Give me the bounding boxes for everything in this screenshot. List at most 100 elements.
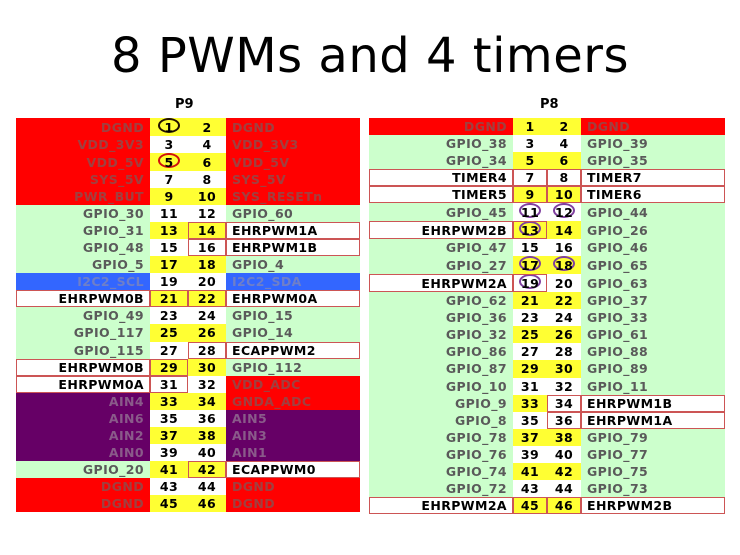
pin-number-odd: 13: [513, 221, 547, 240]
pin-signal-right: EHRPWM1A: [226, 222, 360, 240]
pin-signal-right: GPIO_73: [581, 479, 725, 497]
pin-number: 37: [520, 429, 540, 445]
pin-number: 16: [197, 240, 217, 256]
pin-number: 5: [525, 153, 535, 169]
pin-signal-left: AIN0: [16, 443, 150, 461]
p9-pin-row: EHRPWM0B 21 22 EHRPWM0A: [16, 290, 360, 308]
p8-pin-row: EHRPWM2B 13 14 GPIO_26: [369, 221, 725, 240]
pin-signal-left: GPIO_87: [369, 360, 513, 378]
pin-signal-left: I2C2_SCL: [16, 273, 150, 291]
pin-number: 42: [554, 463, 574, 479]
pin-number: 3: [525, 136, 535, 152]
p9-pin-row: AIN2 37 38 AIN3: [16, 426, 360, 444]
pin-signal-right: GPIO_88: [581, 343, 725, 361]
p9-pin-row: VDD_5V 5 6 VDD_5V: [16, 153, 360, 172]
pin-number-even: 26: [188, 324, 226, 342]
p8-header: P8: [540, 97, 559, 112]
p9-pin-row: GPIO_20 41 42 ECAPPWM0: [16, 460, 360, 478]
p8-pin-row: GPIO_10 31 32 GPIO_11: [369, 377, 725, 395]
pin-number: 15: [159, 240, 179, 256]
pin-number-odd: 5: [513, 152, 547, 170]
pin-number: 33: [159, 393, 179, 409]
p9-pin-row: GPIO_49 23 24 GPIO_15: [16, 307, 360, 325]
pin-number: 45: [159, 495, 179, 511]
p9-pin-row: GPIO_48 15 16 EHRPWM1B: [16, 239, 360, 257]
pin-signal-right: TIMER6: [581, 186, 725, 204]
pin-number: 30: [554, 361, 574, 377]
pin-number-even: 16: [547, 239, 581, 257]
pin-number-even: 6: [547, 152, 581, 170]
pin-number-circled: 18: [553, 256, 575, 274]
pin-signal-left: AIN2: [16, 426, 150, 444]
pin-signal-left: TIMER5: [369, 186, 513, 204]
pin-number: 28: [554, 344, 574, 360]
pin-number: 36: [554, 412, 574, 428]
pin-signal-right: I2C2_SDA: [226, 273, 360, 291]
p9-pin-row: DGND 43 44 DGND: [16, 477, 360, 495]
pin-signal-right: GPIO_14: [226, 324, 360, 342]
p8-pin-table: DGND 1 2 DGND GPIO_38 3 4 GPIO_39 GPIO_34 5 6 GPIO_…: [369, 118, 725, 514]
pin-number-odd: 19: [513, 274, 547, 293]
pin-number-odd: 1: [150, 118, 188, 136]
pin-number-even: 28: [188, 341, 226, 359]
pin-signal-right: GPIO_65: [581, 256, 725, 275]
p8-pin-row: GPIO_72 43 44 GPIO_73: [369, 479, 725, 497]
pin-number: 1: [525, 119, 535, 135]
pin-number-odd: 17: [513, 256, 547, 275]
pin-signal-right: DGND: [581, 118, 725, 136]
pin-number-odd: 31: [150, 375, 188, 393]
p9-pin-row: EHRPWM0A 31 32 VDD_ADC: [16, 375, 360, 393]
pin-signal-left: TIMER4: [369, 169, 513, 187]
pin-signal-right: GPIO_89: [581, 360, 725, 378]
pin-signal-left: GPIO_27: [369, 256, 513, 275]
pin-signal-right: GPIO_75: [581, 462, 725, 480]
p8-pin-row: GPIO_36 23 24 GPIO_33: [369, 309, 725, 327]
p9-pin-row: GPIO_31 13 14 EHRPWM1A: [16, 222, 360, 240]
pin-number-odd: 5: [150, 153, 188, 172]
pin-signal-right: SYS_RESETn: [226, 188, 360, 206]
pin-signal-left: PWR_BUT: [16, 188, 150, 206]
p9-pin-row: GPIO_115 27 28 ECAPPWM2: [16, 341, 360, 359]
pin-number-even: 22: [547, 292, 581, 310]
pin-number: 39: [520, 446, 540, 462]
pin-signal-left: GPIO_115: [16, 341, 150, 359]
pin-number: 23: [520, 310, 540, 326]
pin-number-odd: 27: [150, 341, 188, 359]
pin-signal-left: AIN4: [16, 392, 150, 410]
pin-number-even: 14: [188, 222, 226, 240]
pin-number-even: 44: [188, 477, 226, 495]
pin-number: 16: [554, 240, 574, 256]
pin-number: 2: [202, 119, 212, 135]
pin-number-odd: 9: [150, 188, 188, 206]
pin-number-odd: 25: [150, 324, 188, 342]
pin-number-odd: 17: [150, 256, 188, 274]
pin-signal-right: DGND: [226, 118, 360, 136]
pin-signal-left: GPIO_31: [16, 222, 150, 240]
pin-number: 34: [554, 395, 574, 411]
pin-number-even: 4: [547, 135, 581, 153]
pin-signal-right: GPIO_46: [581, 239, 725, 257]
pin-number-even: 32: [547, 377, 581, 395]
pin-signal-right: GPIO_79: [581, 428, 725, 446]
pin-number-even: 24: [547, 309, 581, 327]
pin-number-even: 2: [547, 118, 581, 136]
pin-number-circled: 11: [519, 203, 541, 221]
p8-pin-row: GPIO_8 35 36 EHRPWM1A: [369, 411, 725, 429]
pin-signal-left: GPIO_20: [16, 460, 150, 478]
pin-number: 32: [197, 376, 217, 392]
p8-pin-row: GPIO_76 39 40 GPIO_77: [369, 445, 725, 463]
pin-signal-left: GPIO_72: [369, 479, 513, 497]
pin-number-even: 40: [547, 445, 581, 463]
pin-signal-right: GPIO_35: [581, 152, 725, 170]
pin-number-even: 32: [188, 375, 226, 393]
pin-number-odd: 33: [513, 394, 547, 412]
pin-signal-left: SYS_5V: [16, 171, 150, 189]
pin-signal-left: EHRPWM0A: [16, 375, 150, 393]
pin-number: 40: [197, 444, 217, 460]
pin-number: 10: [197, 189, 217, 205]
pin-number-even: 18: [547, 256, 581, 275]
pin-number: 8: [202, 172, 212, 188]
pin-signal-right: EHRPWM1A: [581, 411, 725, 429]
pin-number-circled: 1: [158, 118, 180, 135]
pin-number: 20: [554, 275, 574, 291]
